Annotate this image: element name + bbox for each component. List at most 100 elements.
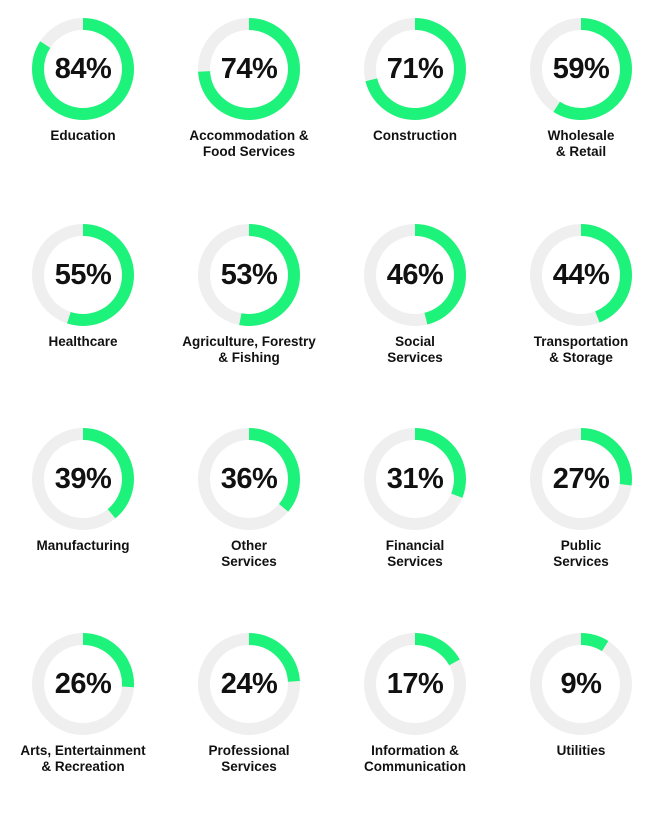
category-label-line: Construction: [373, 128, 457, 143]
category-label-line: Services: [387, 554, 443, 569]
donut-arc: [530, 428, 632, 530]
category-label-line: Services: [387, 350, 443, 365]
donut-svg: [530, 18, 632, 120]
category-label-line: Professional: [208, 743, 290, 758]
donut-arc: [364, 633, 466, 735]
category-label-line: & Fishing: [218, 350, 280, 365]
donut-svg: [198, 633, 300, 735]
category-label: Manufacturing: [0, 538, 166, 554]
donut-chart-grid: 84% Education 74% Accommodation & Food Servi…: [0, 4, 664, 775]
category-label: Public Services: [498, 538, 664, 570]
category-label-line: Social: [395, 334, 435, 349]
donut-item: 39% Manufacturing: [0, 414, 166, 614]
category-label: Education: [0, 128, 166, 144]
donut-item: 55% Healthcare: [0, 210, 166, 410]
category-label-line: Utilities: [556, 743, 606, 758]
donut-arc: [32, 224, 134, 326]
donut-ring: 74%: [198, 18, 300, 120]
percentage-label: 24%: [220, 668, 278, 700]
category-label-line: Financial: [385, 538, 445, 553]
percentage-label: 71%: [386, 53, 444, 85]
percentage-label: 27%: [552, 463, 610, 495]
category-label: Social Services: [332, 334, 498, 366]
category-label: Utilities: [498, 743, 664, 759]
donut-svg: [198, 18, 300, 120]
donut-arc: [32, 428, 134, 530]
donut-arc: [530, 633, 632, 735]
category-label-line: Accommodation &: [189, 128, 309, 143]
category-label-line: & Recreation: [41, 759, 125, 774]
donut-arc: [364, 428, 466, 530]
donut-item: 17% Information & Communication: [332, 619, 498, 819]
percentage-label: 55%: [54, 259, 112, 291]
donut-ring: 46%: [364, 224, 466, 326]
donut-arc: [364, 18, 466, 120]
donut-arc: [32, 633, 134, 735]
donut-arc: [530, 18, 632, 120]
donut-svg: [364, 428, 466, 530]
category-label: Construction: [332, 128, 498, 144]
category-label-line: Manufacturing: [36, 538, 130, 553]
category-label-line: Services: [221, 759, 277, 774]
category-label-line: Information &: [371, 743, 459, 758]
donut-ring: 84%: [32, 18, 134, 120]
donut-svg: [32, 18, 134, 120]
donut-ring: 59%: [530, 18, 632, 120]
donut-ring: 36%: [198, 428, 300, 530]
percentage-label: 9%: [560, 668, 602, 700]
category-label: Arts, Entertainment & Recreation: [0, 743, 166, 775]
donut-svg: [530, 428, 632, 530]
donut-ring: 27%: [530, 428, 632, 530]
category-label-line: Transportation: [533, 334, 629, 349]
category-label-line: Services: [553, 554, 609, 569]
donut-svg: [32, 428, 134, 530]
donut-ring: 26%: [32, 633, 134, 735]
category-label-line: & Retail: [555, 144, 607, 159]
donut-arc: [32, 18, 134, 120]
donut-arc: [530, 224, 632, 326]
donut-svg: [32, 224, 134, 326]
category-label-line: Services: [221, 554, 277, 569]
percentage-label: 84%: [54, 53, 112, 85]
category-label: Healthcare: [0, 334, 166, 350]
donut-arc: [198, 18, 300, 120]
category-label: Agriculture, Forestry & Fishing: [166, 334, 332, 366]
donut-svg: [364, 18, 466, 120]
percentage-label: 39%: [54, 463, 112, 495]
donut-ring: 55%: [32, 224, 134, 326]
donut-svg: [364, 224, 466, 326]
percentage-label: 17%: [386, 668, 444, 700]
donut-item: 53% Agriculture, Forestry & Fishing: [166, 210, 332, 410]
donut-item: 84% Education: [0, 4, 166, 204]
donut-svg: [32, 633, 134, 735]
donut-svg: [530, 633, 632, 735]
category-label-line: Healthcare: [48, 334, 118, 349]
donut-item: 31% Financial Services: [332, 414, 498, 614]
donut-item: 24% Professional Services: [166, 619, 332, 819]
donut-item: 27% Public Services: [498, 414, 664, 614]
category-label-line: & Storage: [549, 350, 613, 365]
percentage-label: 46%: [386, 259, 444, 291]
donut-arc: [198, 428, 300, 530]
donut-ring: 17%: [364, 633, 466, 735]
donut-ring: 53%: [198, 224, 300, 326]
category-label-line: Education: [50, 128, 116, 143]
percentage-label: 74%: [220, 53, 278, 85]
percentage-label: 36%: [220, 463, 278, 495]
donut-item: 74% Accommodation & Food Services: [166, 4, 332, 204]
donut-arc: [364, 224, 466, 326]
category-label-line: Wholesale: [547, 128, 615, 143]
donut-ring: 71%: [364, 18, 466, 120]
category-label: Wholesale & Retail: [498, 128, 664, 160]
donut-ring: 39%: [32, 428, 134, 530]
donut-arc: [198, 224, 300, 326]
donut-ring: 31%: [364, 428, 466, 530]
donut-ring: 24%: [198, 633, 300, 735]
donut-item: 59% Wholesale & Retail: [498, 4, 664, 204]
donut-item: 71% Construction: [332, 4, 498, 204]
donut-item: 44% Transportation & Storage: [498, 210, 664, 410]
category-label: Professional Services: [166, 743, 332, 775]
category-label-line: Other: [230, 538, 267, 553]
donut-arc: [198, 633, 300, 735]
donut-svg: [530, 224, 632, 326]
